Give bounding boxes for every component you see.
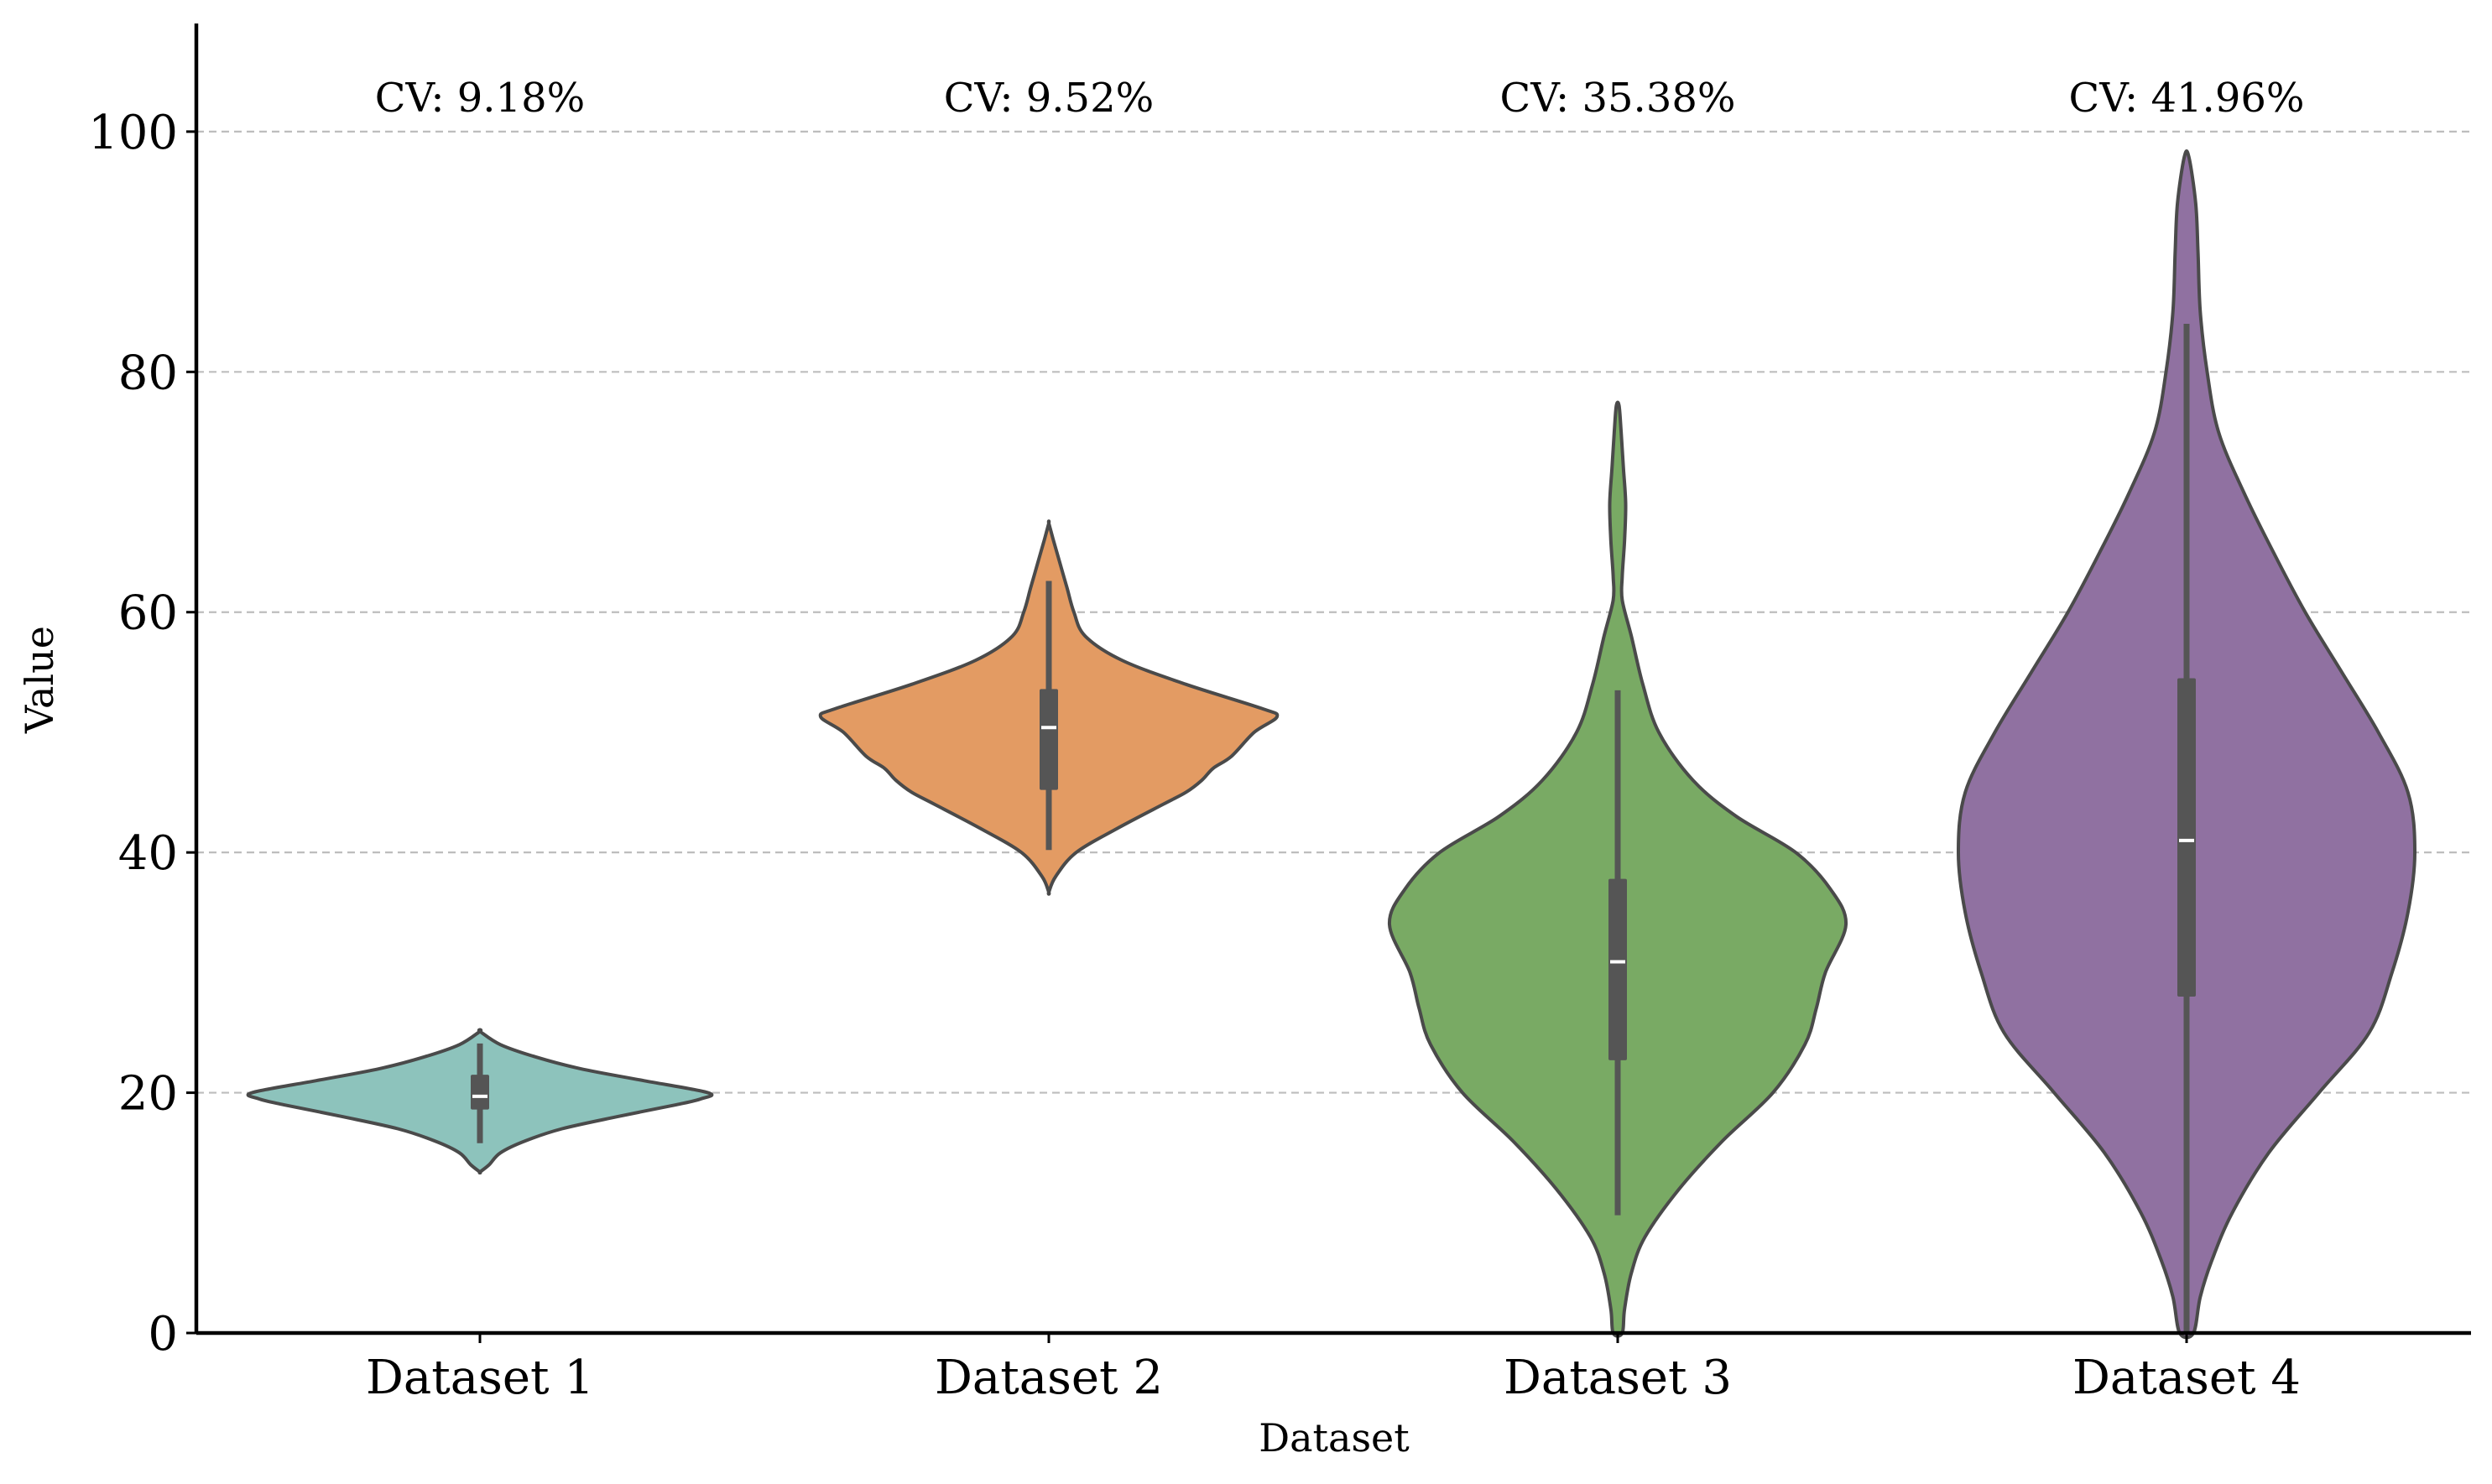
- y-axis-title: Value: [17, 626, 62, 734]
- inner-boxplots: [471, 324, 2196, 1333]
- y-tick-label: 80: [118, 346, 178, 400]
- x-tick-label: Dataset 4: [2072, 1351, 2301, 1405]
- cv-annotation-2: CV: 9.52%: [944, 75, 1154, 122]
- x-axis-title: Dataset: [1259, 1415, 1410, 1461]
- y-tick-label: 100: [88, 106, 178, 160]
- iqr-box-3: [1608, 878, 1627, 1060]
- cv-annotation-1: CV: 9.18%: [375, 75, 585, 122]
- x-tick-label: Dataset 3: [1504, 1351, 1732, 1405]
- x-tick-label: Dataset 1: [366, 1351, 594, 1405]
- axes: 0 20 40 60 80 100 Dataset 1 Dataset 2 Dataset 3 D…: [88, 23, 2471, 1405]
- iqr-box-2: [1040, 689, 1058, 790]
- iqr-box-1: [471, 1075, 489, 1110]
- cv-annotation-3: CV: 35.38%: [1499, 75, 1735, 122]
- iqr-box-4: [2177, 678, 2196, 997]
- y-tick-label: 40: [118, 826, 178, 881]
- y-tick-label: 0: [148, 1307, 178, 1362]
- cv-annotation-4: CV: 41.96%: [2068, 75, 2304, 122]
- annotations: CV: 9.18% CV: 9.52% CV: 35.38% CV: 41.96%: [375, 75, 2305, 122]
- y-tick-label: 20: [118, 1067, 178, 1122]
- violins: [246, 149, 2416, 1340]
- y-tick-label: 60: [118, 586, 178, 641]
- x-tick-label: Dataset 2: [935, 1351, 1163, 1405]
